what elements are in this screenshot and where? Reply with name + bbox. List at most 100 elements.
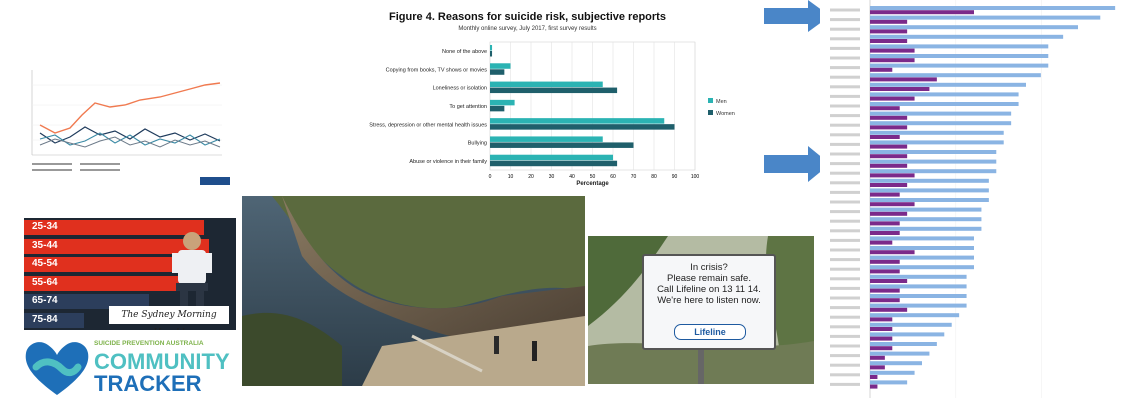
ranking-row-label-placeholder — [830, 37, 860, 41]
figure4-subtitle: Monthly online survey, July 2017, first … — [458, 26, 597, 32]
ranking-row-label-placeholder — [830, 344, 860, 348]
age-bar: 75-84 — [24, 312, 84, 328]
ranking-row-label-placeholder — [830, 162, 860, 166]
ranking-row-label-placeholder — [830, 373, 860, 377]
ranking-bar-b — [870, 115, 908, 120]
ranking-bar-a — [870, 246, 974, 250]
ranking-bar-b — [870, 163, 908, 168]
x-tick-label: 10 — [508, 174, 514, 180]
ranking-row-label-placeholder — [830, 123, 860, 127]
ranking-bar-a — [870, 111, 1012, 116]
ranking-bar-b — [870, 327, 893, 331]
ranking-row-label-placeholder — [830, 363, 860, 367]
figure4-bar — [490, 87, 618, 94]
legend-swatch — [708, 98, 713, 103]
ranking-row-label-placeholder — [830, 354, 860, 358]
category-label: Copying from books, TV shows or movies — [386, 67, 488, 73]
ranking-bar-a — [870, 140, 1004, 145]
figure4-bar — [490, 154, 613, 161]
ranking-row-label-placeholder — [830, 142, 860, 146]
ranking-bar-b — [870, 144, 908, 149]
ranking-bar-b — [870, 221, 900, 226]
ranking-row-label-placeholder — [830, 325, 860, 329]
ranking-row-label-placeholder — [830, 133, 860, 137]
line-series-grey — [39, 136, 221, 148]
category-label: Stress, depression or other mental healt… — [369, 122, 487, 128]
ranking-row-label-placeholder — [830, 46, 860, 50]
ranking-bar-a — [870, 169, 997, 174]
ranking-bar-b — [870, 250, 915, 255]
ranking-bar-b — [870, 355, 885, 360]
age-groups-panel: 25-34 35-44 45-54 55-64 65-74 75-84 The Sydne… — [24, 218, 236, 330]
ranking-bar-a — [870, 121, 1012, 126]
community-tracker-logo: SUICIDE PREVENTION AUSTRALIA COMMUNITY T… — [22, 337, 238, 401]
figure4-bar — [490, 118, 665, 124]
figure4-bar — [490, 45, 493, 51]
sign-text-line: Call Lifeline on 13 11 14. — [657, 284, 761, 295]
age-group-label: 25-34 — [32, 221, 58, 232]
ranking-bar-b — [870, 106, 900, 111]
ranking-bar-a — [870, 370, 915, 375]
figure4-bar — [490, 51, 493, 57]
age-group-label: 65-74 — [32, 295, 58, 306]
age-group-label: 75-84 — [32, 313, 58, 325]
ranking-bar-a — [870, 380, 908, 385]
ranking-bar-a — [870, 274, 967, 279]
smh-masthead-box: The Sydney Morning Herald — [109, 306, 229, 330]
category-label: Abuse or violence in their family — [409, 159, 487, 165]
cliff-photo-svg — [242, 196, 585, 386]
age-group-label: 35-44 — [32, 239, 58, 251]
line-series-orange — [39, 82, 221, 134]
age-bar: 25-34 — [24, 220, 204, 235]
ranking-bar-a — [870, 92, 1019, 97]
age-group-label: 55-64 — [32, 276, 58, 288]
ranking-bar-b — [870, 384, 878, 389]
ranking-bar-a — [870, 322, 952, 327]
ranking-row-label-placeholder — [830, 171, 860, 175]
x-tick-label: 50 — [590, 174, 596, 180]
ranking-bar-a — [870, 313, 960, 318]
figure4-bar — [490, 63, 511, 69]
ranking-bar-a — [870, 178, 989, 183]
ranking-bar-a — [870, 159, 997, 164]
ranking-bar-a — [870, 226, 982, 231]
ranking-bar-b — [870, 154, 908, 159]
ranking-bar-a — [870, 44, 1049, 49]
ranking-bar-a — [870, 150, 997, 154]
x-tick-label: 30 — [549, 174, 555, 180]
ranking-row-label-placeholder — [830, 27, 860, 31]
figure4-bar — [490, 105, 505, 112]
arrow-right-icon — [764, 146, 830, 182]
x-tick-label: 90 — [672, 174, 678, 180]
ranking-bar-b — [870, 317, 893, 322]
ranking-row-label-placeholder — [830, 296, 860, 300]
ranking-row-label-placeholder — [830, 75, 860, 79]
figure4-title: Figure 4. Reasons for suicide risk, subj… — [389, 11, 666, 23]
ranking-bar-a — [870, 236, 974, 241]
figure4-bar — [490, 69, 505, 75]
ranking-bar-a — [870, 130, 1004, 135]
ranking-row-label-placeholder — [830, 286, 860, 290]
ranking-bar-b — [870, 135, 900, 139]
ranking-bar-a — [870, 15, 1101, 20]
ranking-bar-a — [870, 82, 1026, 87]
ranking-bar-a — [870, 25, 1078, 30]
figure4-bar — [490, 124, 675, 130]
ranking-row-label-placeholder — [830, 85, 860, 89]
ranking-bar-b — [870, 202, 915, 207]
ranking-row-label-placeholder — [830, 18, 860, 22]
ranking-row-label-placeholder — [830, 334, 860, 338]
ranking-bar-a — [870, 207, 982, 212]
ranking-bar-a — [870, 73, 1041, 78]
ranking-bar-b — [870, 298, 900, 303]
x-tick-label: 0 — [489, 174, 492, 180]
ranking-bar-b — [870, 288, 900, 293]
ranking-bar-a — [870, 351, 930, 356]
ranking-bar-a — [870, 294, 967, 298]
ranking-row-label-placeholder — [830, 219, 860, 223]
age-group-label: 45-54 — [32, 258, 58, 269]
ranking-bar-b — [870, 87, 930, 91]
age-bar: 55-64 — [24, 275, 194, 291]
heart-hands-icon — [25, 342, 89, 395]
ranking-bar-a — [870, 284, 967, 289]
